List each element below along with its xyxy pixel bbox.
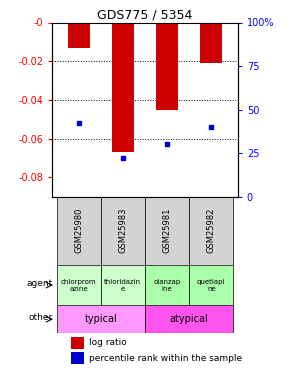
Text: olanzap
ine: olanzap ine [153, 279, 181, 292]
Bar [57, 265, 101, 305]
Text: chlorprom
azine: chlorprom azine [61, 279, 97, 292]
Bar [145, 265, 189, 305]
Bar [112, 22, 134, 152]
Text: typical: typical [84, 314, 117, 324]
Bar [57, 196, 101, 265]
Text: GSM25980: GSM25980 [74, 208, 83, 254]
Text: GSM25983: GSM25983 [118, 208, 127, 254]
Bar [101, 196, 145, 265]
Bar [189, 196, 233, 265]
Text: agent: agent [27, 279, 53, 288]
Text: other: other [29, 314, 53, 322]
Text: log ratio: log ratio [89, 338, 127, 347]
Text: percentile rank within the sample: percentile rank within the sample [89, 354, 242, 363]
Bar [101, 265, 145, 305]
Bar [71, 352, 84, 364]
Text: GSM25981: GSM25981 [163, 208, 172, 254]
Text: atypical: atypical [170, 314, 209, 324]
Bar [57, 305, 145, 333]
Bar [200, 22, 222, 63]
Text: thioridazin
e: thioridazin e [104, 279, 142, 292]
Bar [145, 305, 233, 333]
Bar [156, 22, 178, 110]
Bar [71, 337, 84, 349]
Bar [145, 196, 189, 265]
Text: quetiapi
ne: quetiapi ne [197, 279, 226, 292]
Bar [189, 265, 233, 305]
Text: GSM25982: GSM25982 [207, 208, 216, 254]
Bar [68, 22, 90, 48]
Title: GDS775 / 5354: GDS775 / 5354 [97, 8, 193, 21]
